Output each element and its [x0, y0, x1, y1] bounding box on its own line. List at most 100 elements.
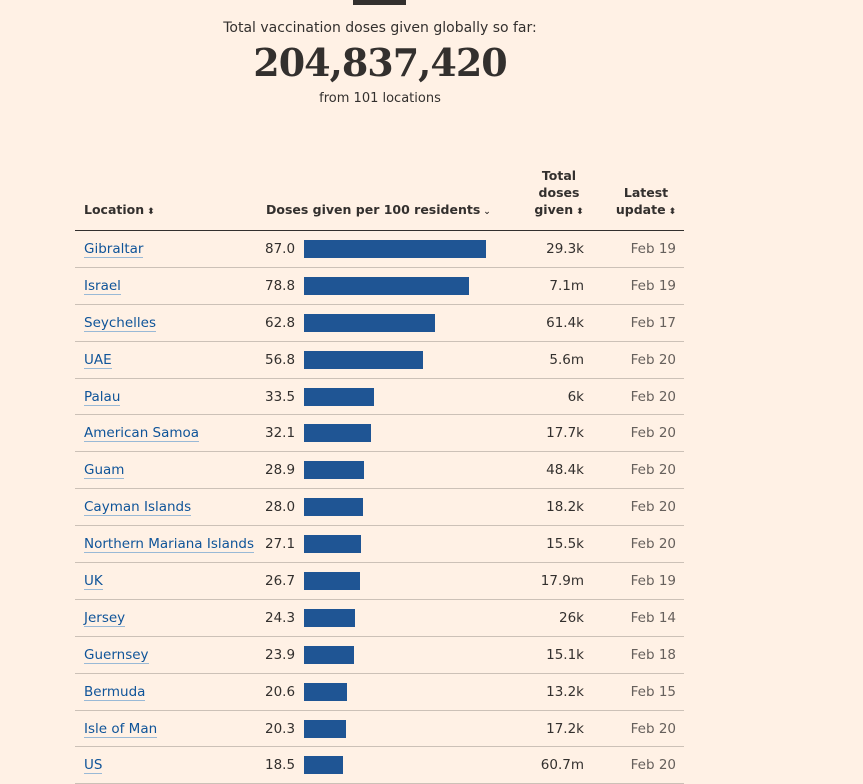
sort-total-header[interactable]: Total doses given ⬍ — [534, 168, 584, 217]
per100-value: 87.0 — [265, 241, 296, 257]
total-doses-value: 6k — [567, 388, 584, 405]
per100-value: 18.5 — [265, 757, 296, 774]
per100-bar — [304, 498, 363, 517]
location-link[interactable]: Northern Mariana Islands — [84, 536, 255, 554]
latest-update-date: Feb 20 — [630, 425, 676, 442]
per100-value: 20.3 — [265, 720, 296, 737]
total-caption: Total vaccination doses given globally s… — [223, 20, 537, 36]
latest-update-date: Feb 15 — [630, 683, 676, 700]
per100-bar — [304, 756, 343, 775]
locations-count: from 101 locations — [319, 91, 441, 106]
per100-bar — [304, 535, 361, 554]
total-doses-value: 15.5k — [546, 536, 584, 553]
per100-bar — [304, 276, 469, 295]
total-doses-value: 5.6m — [549, 351, 584, 368]
latest-update-date: Feb 20 — [630, 388, 676, 405]
table-row: Northern Mariana Islands 27.1 15.5k Feb 20 — [75, 526, 684, 564]
per100-bar — [304, 240, 486, 258]
latest-update-date: Feb 19 — [630, 277, 676, 294]
table-row: UAE 56.8 5.6m Feb 20 — [75, 342, 684, 379]
per100-bar — [304, 682, 348, 701]
location-link[interactable]: Israel — [84, 277, 121, 295]
table-row: Guernsey 23.9 15.1k Feb 18 — [75, 637, 684, 674]
per100-bar — [304, 350, 423, 369]
table-row: Palau 33.5 6k Feb 20 — [75, 379, 684, 416]
per100-value: 78.8 — [265, 277, 296, 294]
total-doses-value: 29.3k — [546, 241, 584, 257]
location-link[interactable]: UAE — [84, 351, 112, 369]
latest-update-date: Feb 14 — [630, 609, 676, 626]
table-row: UK 26.7 17.9m Feb 19 — [75, 563, 684, 600]
per100-bar — [304, 424, 372, 443]
per100-value: 24.3 — [265, 609, 296, 626]
total-doses-value: 18.2k — [546, 499, 584, 516]
location-link[interactable]: Jersey — [84, 609, 126, 627]
latest-update-date: Feb 20 — [630, 720, 676, 737]
latest-update-date: Feb 20 — [630, 499, 676, 516]
per100-value: 27.1 — [265, 536, 296, 553]
location-link[interactable]: Guernsey — [84, 646, 149, 664]
location-link[interactable]: American Samoa — [84, 425, 200, 443]
per100-value: 28.9 — [265, 462, 296, 479]
total-doses-value: 7.1m — [549, 277, 584, 294]
table-row: Israel 78.8 7.1m Feb 19 — [75, 268, 684, 305]
location-link[interactable]: Seychelles — [84, 314, 156, 332]
location-link[interactable]: US — [84, 757, 103, 775]
total-doses-value: 26k — [559, 609, 584, 626]
per100-value: 56.8 — [265, 351, 296, 368]
total-doses-value: 13.2k — [546, 683, 584, 700]
per100-value: 26.7 — [265, 573, 296, 590]
per100-value: 28.0 — [265, 499, 296, 516]
per100-bar — [304, 313, 436, 332]
table-row: Cayman Islands 28.0 18.2k Feb 20 — [75, 489, 684, 527]
sort-location-header[interactable]: Location ⬍ — [84, 202, 155, 217]
per100-bar — [304, 461, 365, 480]
per100-value: 20.6 — [265, 683, 296, 700]
total-doses-value: 60.7m — [540, 757, 584, 774]
per100-bar — [304, 608, 355, 627]
per100-value: 33.5 — [265, 388, 296, 405]
location-link[interactable]: Isle of Man — [84, 720, 158, 738]
location-link[interactable]: Bermuda — [84, 683, 146, 701]
per100-bar — [304, 719, 347, 738]
table-row: Seychelles 62.8 61.4k Feb 17 — [75, 305, 684, 342]
latest-update-date: Feb 20 — [630, 462, 676, 479]
sort-arrows-icon: ⬍ — [668, 207, 677, 217]
total-doses-value: 17.9m — [540, 573, 584, 590]
top-accent-bar — [353, 0, 406, 5]
total-doses-value: 17.2k — [546, 720, 584, 737]
table-row: US 18.5 60.7m Feb 20 — [75, 747, 684, 784]
table-row: Jersey 24.3 26k Feb 14 — [75, 600, 684, 637]
latest-update-date: Feb 20 — [630, 536, 676, 553]
table-body: Gibraltar 87.0 29.3k Feb 19 Israel 78.8 7.1m Fe… — [75, 231, 684, 784]
latest-update-date: Feb 17 — [630, 314, 676, 331]
sort-per100-header[interactable]: Doses given per 100 residents ⌄ — [266, 202, 491, 217]
per100-bar — [304, 645, 354, 664]
chevron-down-icon: ⌄ — [483, 207, 491, 217]
per100-bar — [304, 387, 375, 406]
total-doses-figure: 204,837,420 — [253, 40, 507, 85]
table-header: Location ⬍ Doses given per 100 residents ⌄… — [75, 165, 684, 231]
table-row: Guam 28.9 48.4k Feb 20 — [75, 452, 684, 490]
per100-value: 62.8 — [265, 314, 296, 331]
location-link[interactable]: UK — [84, 573, 103, 591]
per100-bar — [304, 572, 360, 591]
per100-value: 32.1 — [265, 425, 296, 442]
table-row: American Samoa 32.1 17.7k Feb 20 — [75, 415, 684, 453]
sort-arrows-icon: ⬍ — [576, 207, 584, 217]
table-row: Isle of Man 20.3 17.2k Feb 20 — [75, 711, 684, 748]
total-doses-value: 17.7k — [546, 425, 584, 442]
location-link[interactable]: Guam — [84, 462, 125, 480]
location-link[interactable]: Gibraltar — [84, 241, 144, 258]
sort-date-header[interactable]: Latest update ⬍ — [615, 185, 677, 217]
sort-arrows-icon: ⬍ — [147, 207, 155, 217]
location-link[interactable]: Palau — [84, 388, 121, 406]
table-row: Gibraltar 87.0 29.3k Feb 19 — [75, 231, 684, 268]
location-link[interactable]: Cayman Islands — [84, 499, 192, 517]
latest-update-date: Feb 20 — [630, 351, 676, 368]
total-doses-value: 15.1k — [546, 646, 584, 663]
total-doses-value: 48.4k — [546, 462, 584, 479]
latest-update-date: Feb 18 — [630, 646, 676, 663]
latest-update-date: Feb 20 — [630, 757, 676, 774]
per100-value: 23.9 — [265, 646, 296, 663]
